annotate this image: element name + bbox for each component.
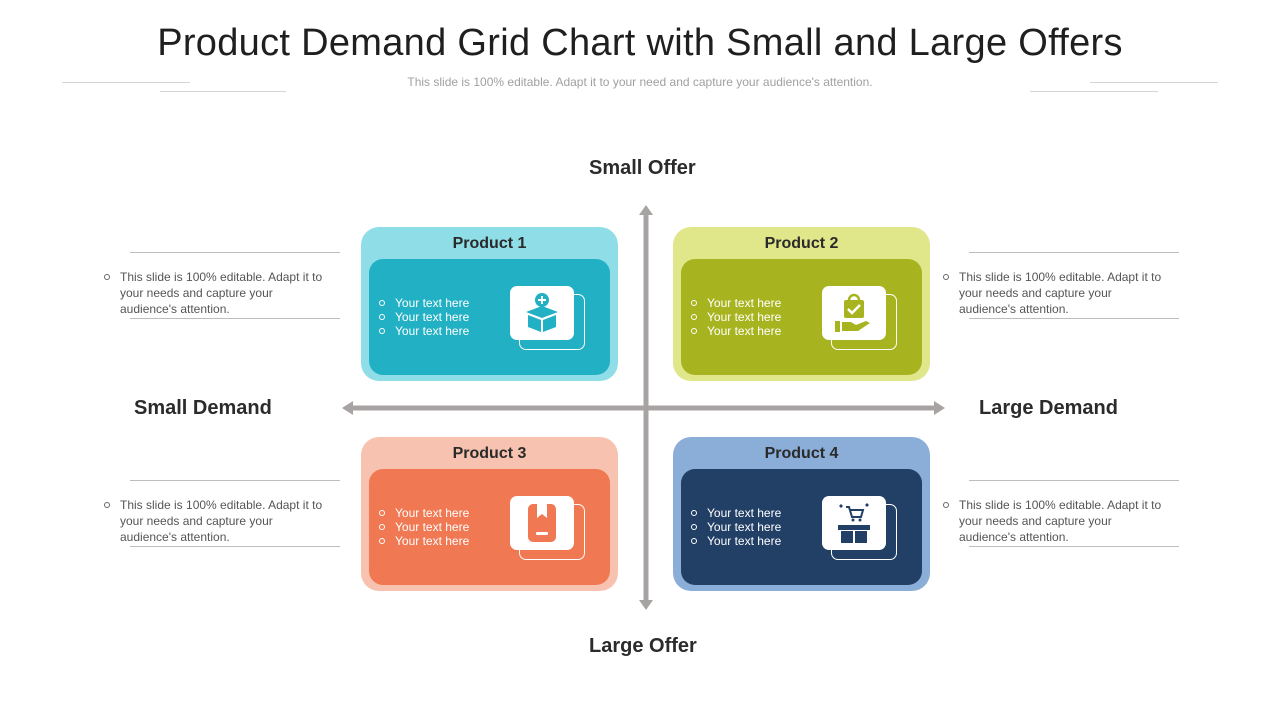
arrow-down-icon [639, 600, 653, 610]
bullet-item: Your text here [689, 296, 781, 310]
product-card-3: Product 3 Your text here Your text here … [361, 437, 618, 591]
axis-label-top: Small Offer [589, 157, 696, 179]
bullet-list: Your text here Your text here Your text … [689, 296, 781, 338]
bullet-item: Your text here [377, 534, 469, 548]
axis-label-bottom: Large Offer [589, 635, 697, 657]
product-panel: Your text here Your text here Your text … [369, 259, 610, 375]
bullet-item: Your text here [377, 296, 469, 310]
divider [130, 318, 340, 319]
page-title: Product Demand Grid Chart with Small and… [157, 22, 1123, 64]
decorative-line [160, 91, 286, 92]
product-title: Product 3 [452, 445, 527, 462]
package-label-icon [510, 496, 574, 550]
arrow-right-icon [934, 401, 945, 415]
bullet-dot [943, 502, 949, 508]
product-card-2: Product 2 Your text here Your text here … [673, 227, 930, 381]
bullet-item: Your text here [377, 520, 469, 534]
bullet-list: Your text here Your text here Your text … [377, 296, 469, 338]
bullet-dot [104, 502, 110, 508]
axis-label-right: Large Demand [979, 397, 1118, 419]
side-note-text: This slide is 100% editable. Adapt it to… [959, 498, 1162, 544]
bullet-list: Your text here Your text here Your text … [377, 506, 469, 548]
decorative-line [1030, 91, 1158, 92]
bullet-item: Your text here [689, 534, 781, 548]
hand-bag-check-icon [822, 286, 886, 340]
box-add-icon [510, 286, 574, 340]
product-panel: Your text here Your text here Your text … [681, 469, 922, 585]
cart-box-icon [822, 496, 886, 550]
product-title: Product 1 [452, 235, 527, 252]
product-card-4: Product 4 Your text here Your text here … [673, 437, 930, 591]
decorative-line [62, 82, 190, 83]
bullet-item: Your text here [377, 310, 469, 324]
bullet-item: Your text here [377, 324, 469, 338]
divider [130, 252, 340, 253]
side-note-text: This slide is 100% editable. Adapt it to… [120, 498, 323, 544]
product-title: Product 2 [764, 235, 839, 252]
side-note-text: This slide is 100% editable. Adapt it to… [959, 270, 1162, 316]
bullet-item: Your text here [689, 310, 781, 324]
divider [969, 546, 1179, 547]
divider [969, 480, 1179, 481]
divider [969, 318, 1179, 319]
bullet-item: Your text here [689, 324, 781, 338]
side-note-text: This slide is 100% editable. Adapt it to… [120, 270, 323, 316]
divider [130, 546, 340, 547]
bullet-list: Your text here Your text here Your text … [689, 506, 781, 548]
bullet-item: Your text here [377, 506, 469, 520]
bullet-item: Your text here [689, 506, 781, 520]
axis-label-left: Small Demand [134, 397, 272, 419]
divider [969, 252, 1179, 253]
product-panel: Your text here Your text here Your text … [681, 259, 922, 375]
bullet-dot [943, 274, 949, 280]
decorative-line [1090, 82, 1218, 83]
arrow-up-icon [639, 205, 653, 215]
arrow-left-icon [342, 401, 353, 415]
product-card-1: Product 1 Your text here Your text here … [361, 227, 618, 381]
bullet-dot [104, 274, 110, 280]
product-panel: Your text here Your text here Your text … [369, 469, 610, 585]
bullet-item: Your text here [689, 520, 781, 534]
product-title: Product 4 [764, 445, 839, 462]
divider [130, 480, 340, 481]
page-subtitle: This slide is 100% editable. Adapt it to… [407, 75, 873, 89]
